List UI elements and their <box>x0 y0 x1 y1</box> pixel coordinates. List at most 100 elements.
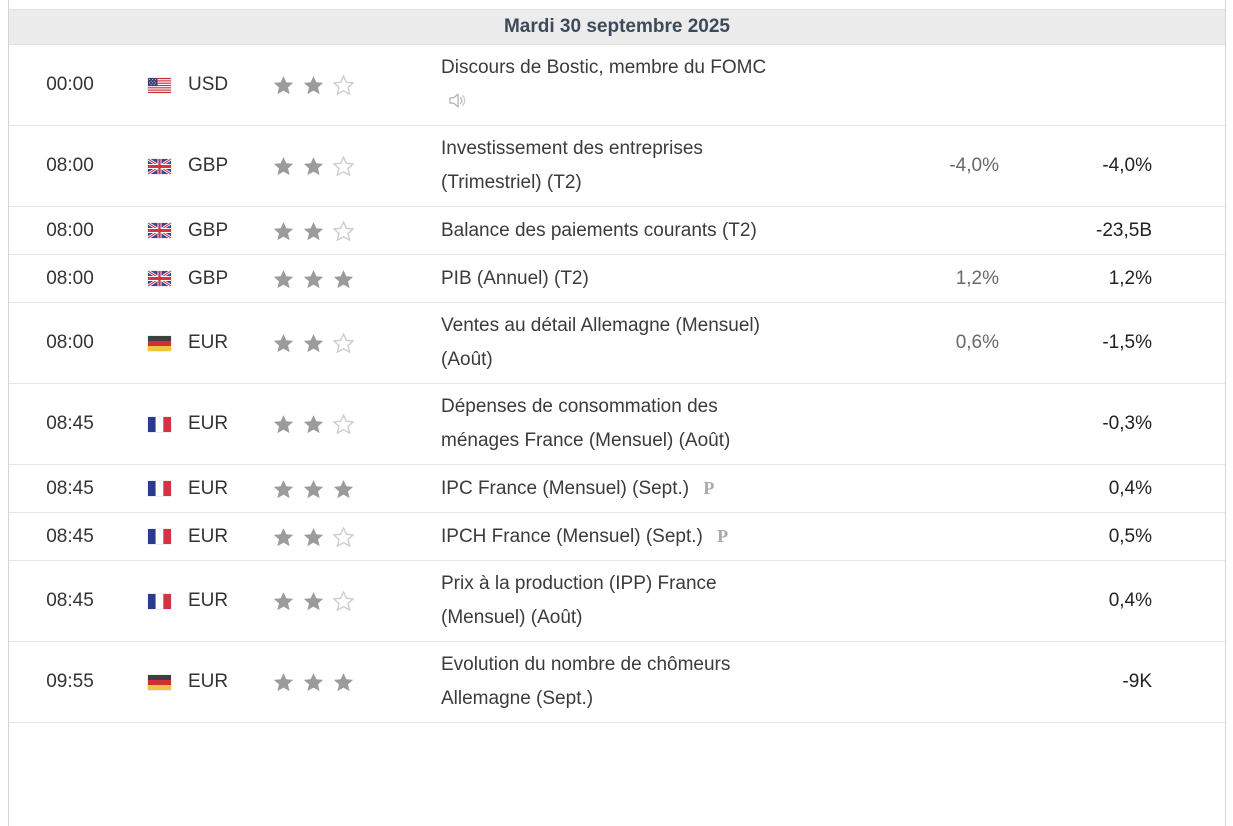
star-empty-icon <box>332 413 355 435</box>
currency-code: GBP <box>188 219 229 241</box>
event-row[interactable]: 08:00 EUR Ventes au détail Allemagne (Me… <box>9 303 1225 384</box>
star-filled-icon <box>303 672 324 692</box>
event-link[interactable]: Evolution du nombre de chômeurs Allemagn… <box>441 654 731 709</box>
event-link[interactable]: Dépenses de consommation des ménages Fra… <box>441 396 731 451</box>
importance-rating <box>264 155 432 177</box>
event-time: 08:45 <box>46 525 94 547</box>
event-cell: IPCH France (Mensuel) (Sept.) P <box>432 519 864 554</box>
date-header: Mardi 30 septembre 2025 <box>9 9 1225 45</box>
event-link[interactable]: Investissement des entreprises (Trimestr… <box>441 138 703 193</box>
currency-code: GBP <box>188 155 229 176</box>
flag-us-icon <box>148 77 171 93</box>
currency-cell: EUR <box>131 413 264 435</box>
event-cell: Dépenses de consommation des ménages Fra… <box>432 390 864 458</box>
importance-rating <box>264 332 432 354</box>
event-cell: Discours de Bostic, membre du FOMC <box>432 51 864 119</box>
event-time: 00:00 <box>46 74 94 95</box>
event-cell: Investissement des entreprises (Trimestr… <box>432 132 864 200</box>
event-time: 08:45 <box>46 477 94 499</box>
event-time: 08:00 <box>46 267 94 289</box>
event-link[interactable]: Prix à la production (IPP) France (Mensu… <box>441 573 717 628</box>
event-time: 08:00 <box>46 219 94 241</box>
event-row[interactable]: 08:45 EUR IPCH France (Mensuel) (Sept.) … <box>9 513 1225 561</box>
event-link[interactable]: Discours de Bostic, membre du FOMC <box>441 57 767 78</box>
currency-cell: EUR <box>131 590 264 612</box>
star-filled-icon <box>273 333 294 353</box>
importance-rating <box>264 413 432 435</box>
importance-rating <box>264 219 432 242</box>
star-filled-icon <box>303 221 324 241</box>
event-row[interactable]: 08:45 EUR Dépenses de consommation des m… <box>9 384 1225 465</box>
importance-rating <box>264 74 432 96</box>
star-filled-icon <box>273 414 294 434</box>
currency-code: EUR <box>188 477 229 499</box>
star-filled-icon <box>333 672 354 692</box>
currency-cell: GBP <box>131 220 264 242</box>
event-link[interactable]: IPC France (Mensuel) (Sept.) <box>441 478 690 499</box>
speaker-icon <box>448 92 467 109</box>
event-link[interactable]: PIB (Annuel) (T2) <box>441 267 589 289</box>
currency-cell: EUR <box>131 478 264 500</box>
event-time: 08:45 <box>46 413 94 434</box>
star-filled-icon <box>273 527 294 547</box>
star-filled-icon <box>303 156 324 176</box>
importance-rating <box>264 590 432 612</box>
star-empty-icon <box>332 219 355 242</box>
event-cell: Evolution du nombre de chômeurs Allemagn… <box>432 648 864 716</box>
event-link[interactable]: Balance des paiements courants (T2) <box>441 219 757 241</box>
event-time: 09:55 <box>46 671 94 692</box>
flag-de-icon <box>148 674 171 690</box>
star-filled-icon <box>333 269 354 289</box>
star-filled-icon <box>303 591 324 611</box>
importance-rating <box>264 672 432 692</box>
previous-value: -23,5B <box>1096 219 1152 241</box>
event-row[interactable]: 08:00 GBP Balance des paiements courants… <box>9 207 1225 255</box>
flag-de-icon <box>148 335 171 351</box>
star-filled-icon <box>303 479 324 499</box>
star-empty-icon <box>332 590 355 612</box>
importance-rating <box>264 479 432 499</box>
event-row[interactable]: 08:45 EUR IPC France (Mensuel) (Sept.) P… <box>9 465 1225 513</box>
star-empty-icon <box>332 332 355 354</box>
currency-cell: EUR <box>131 526 264 548</box>
event-row[interactable]: 08:45 EUR Prix à la production (IPP) Fra… <box>9 561 1225 642</box>
event-row[interactable]: 08:00 GBP PIB (Annuel) (T2) 1,2% 1,2% <box>9 255 1225 303</box>
event-time: 08:00 <box>46 332 94 353</box>
event-link[interactable]: IPCH France (Mensuel) (Sept.) <box>441 526 703 547</box>
event-link[interactable]: Ventes au détail Allemagne (Mensuel) (Ao… <box>441 315 760 370</box>
star-filled-icon <box>273 269 294 289</box>
event-cell: IPC France (Mensuel) (Sept.) P <box>432 471 864 506</box>
previous-value: 0,4% <box>1108 590 1152 611</box>
flag-gb-icon <box>148 271 171 286</box>
flag-fr-icon <box>148 593 171 609</box>
clipped-row-top <box>9 0 1225 9</box>
event-row[interactable]: 09:55 EUR Evolution du nombre de chômeur… <box>9 642 1225 723</box>
previous-value: -1,5% <box>1102 332 1152 353</box>
currency-code: GBP <box>188 267 229 289</box>
previous-value: -9K <box>1122 671 1152 692</box>
forecast-value: -4,0% <box>949 155 999 176</box>
event-row[interactable]: 08:00 GBP Investissement des entreprises… <box>9 126 1225 207</box>
currency-code: EUR <box>188 525 229 547</box>
currency-cell: GBP <box>131 155 264 177</box>
forecast-value: 1,2% <box>955 267 999 289</box>
currency-code: EUR <box>188 332 229 353</box>
previous-value: 1,2% <box>1108 267 1152 289</box>
star-filled-icon <box>303 414 324 434</box>
flag-gb-icon <box>148 158 171 174</box>
flag-fr-icon <box>148 481 171 496</box>
star-filled-icon <box>333 479 354 499</box>
event-row[interactable]: 00:00 USD Discours de Bostic, membre du … <box>9 45 1225 126</box>
flag-fr-icon <box>148 416 171 432</box>
star-filled-icon <box>303 269 324 289</box>
currency-code: EUR <box>188 590 229 611</box>
currency-cell: EUR <box>131 671 264 693</box>
forecast-value: 0,6% <box>955 332 999 353</box>
event-rows-container: 00:00 USD Discours de Bostic, membre du … <box>9 45 1225 723</box>
currency-cell: EUR <box>131 332 264 354</box>
currency-cell: GBP <box>131 268 264 290</box>
flag-fr-icon <box>148 529 171 544</box>
star-empty-icon <box>332 74 355 96</box>
event-cell: Prix à la production (IPP) France (Mensu… <box>432 567 864 635</box>
event-time: 08:45 <box>46 590 94 611</box>
